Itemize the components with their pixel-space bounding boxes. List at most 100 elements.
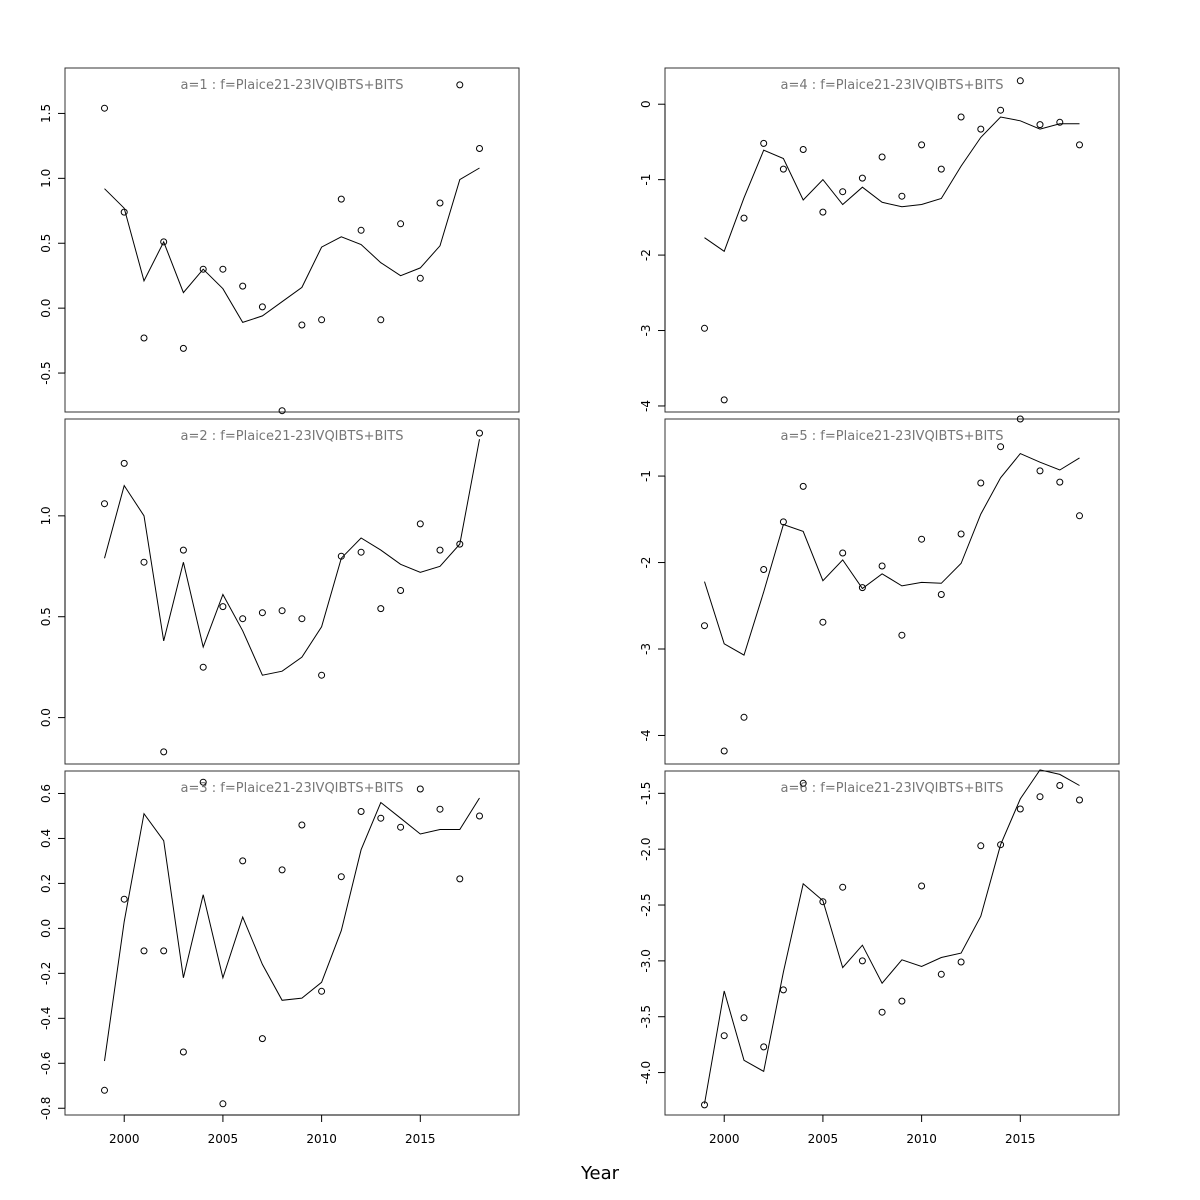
observed-point <box>779 518 787 526</box>
fitted-line <box>704 116 1080 253</box>
observed-point <box>997 841 1005 849</box>
observed-point <box>140 558 148 566</box>
observed-point <box>476 429 483 437</box>
observed-point <box>760 566 768 573</box>
observed-point <box>160 947 168 955</box>
observed-point <box>476 812 483 820</box>
observed-point <box>219 1100 227 1108</box>
x-tick-label: 2010 <box>906 1132 937 1146</box>
observed-point <box>918 882 926 890</box>
observed-point <box>1016 415 1024 423</box>
observed-point <box>760 139 768 147</box>
panel-frame <box>664 67 1120 413</box>
observed-point <box>740 713 748 721</box>
observed-point <box>799 779 807 787</box>
panel-3: a=3 : f=Plaice21-23IVQIBTS+BITS -0.8 -0.6 -… <box>39 770 520 1146</box>
observed-point <box>878 1008 886 1016</box>
observed-point <box>140 334 148 342</box>
observed-point <box>957 958 965 966</box>
y-tick-label: 1.0 <box>39 169 53 188</box>
observed-point <box>140 947 148 955</box>
observed-point <box>937 165 945 173</box>
observed-point <box>1036 121 1044 129</box>
panel-title: a=1 : f=Plaice21-23IVQIBTS+BITS <box>181 78 404 93</box>
observed-point <box>357 548 365 556</box>
observed-point <box>436 805 444 813</box>
observed-point <box>997 443 1005 451</box>
panel-1: a=1 : f=Plaice21-23IVQIBTS+BITS -0.5 0.0 0.… <box>39 67 520 415</box>
y-tick-label: -2.5 <box>639 893 653 916</box>
observed-point <box>318 316 326 324</box>
observed-point <box>278 866 286 874</box>
observed-point <box>878 153 886 161</box>
y-tick-label: 0.6 <box>39 784 53 803</box>
panel-title: a=2 : f=Plaice21-23IVQIBTS+BITS <box>181 429 404 444</box>
y-tick-label: 0.2 <box>39 874 53 893</box>
observed-point <box>819 208 827 216</box>
observed-point <box>937 591 945 598</box>
y-tick-label: -2.0 <box>639 837 653 860</box>
y-tick-label: -3 <box>639 643 653 655</box>
observed-point <box>937 970 945 978</box>
observed-point <box>1056 118 1064 126</box>
observed-point <box>179 344 187 352</box>
observed-point <box>377 316 385 324</box>
observed-point <box>397 823 405 831</box>
observed-point <box>337 552 345 560</box>
y-tick-label: -0.6 <box>39 1052 53 1075</box>
panel-frame <box>64 770 520 1116</box>
observed-point <box>720 1032 728 1040</box>
x-axis-title: Year <box>580 1163 620 1184</box>
observed-point <box>779 986 787 994</box>
y-tick-label: -2 <box>639 557 653 569</box>
observed-point <box>120 208 128 216</box>
observed-point <box>377 605 385 613</box>
y-tick-label: 0.0 <box>39 708 53 727</box>
observed-point <box>239 615 247 623</box>
observed-point <box>101 1086 108 1094</box>
observed-point <box>1076 141 1083 149</box>
observed-point <box>898 192 906 200</box>
observed-point <box>957 113 965 121</box>
panel-title: a=5 : f=Plaice21-23IVQIBTS+BITS <box>781 429 1004 444</box>
observed-point <box>219 265 227 273</box>
x-tick-label: 2010 <box>306 1132 337 1146</box>
y-tick-label: -3.0 <box>639 949 653 972</box>
observed-point <box>357 226 365 234</box>
panel-title: a=3 : f=Plaice21-23IVQIBTS+BITS <box>181 781 404 796</box>
x-tick-label: 2005 <box>808 1132 839 1146</box>
panel-title: a=6 : f=Plaice21-23IVQIBTS+BITS <box>781 781 1004 796</box>
observed-point <box>799 482 807 490</box>
observed-point <box>318 987 326 995</box>
observed-point <box>239 857 247 865</box>
y-tick-label: -0.8 <box>39 1097 53 1120</box>
observed-point <box>898 631 906 639</box>
observed-point <box>160 748 168 756</box>
observed-point <box>436 199 444 207</box>
y-tick-label: -1 <box>639 174 653 186</box>
panel-frame <box>664 770 1120 1116</box>
y-tick-label: -1 <box>639 470 653 482</box>
observed-point <box>179 546 187 554</box>
y-tick-label: -0.5 <box>39 361 53 384</box>
observed-point <box>977 479 985 487</box>
observed-point <box>179 1048 187 1056</box>
observed-point <box>918 141 926 149</box>
y-tick-label: -3 <box>639 325 653 337</box>
observed-point <box>239 282 247 290</box>
observed-point <box>337 195 345 203</box>
observed-point <box>160 238 168 246</box>
observed-point <box>799 146 807 153</box>
observed-point <box>740 214 748 222</box>
observed-point <box>819 618 827 626</box>
y-tick-label: 0.5 <box>39 607 53 626</box>
observed-point <box>397 220 405 228</box>
y-tick-label: -1.5 <box>639 782 653 805</box>
observed-point <box>219 603 227 611</box>
x-tick-label: 2005 <box>208 1132 239 1146</box>
fitted-line <box>104 797 480 1062</box>
observed-point <box>997 106 1005 114</box>
observed-point <box>397 587 405 594</box>
observed-point <box>278 607 286 615</box>
